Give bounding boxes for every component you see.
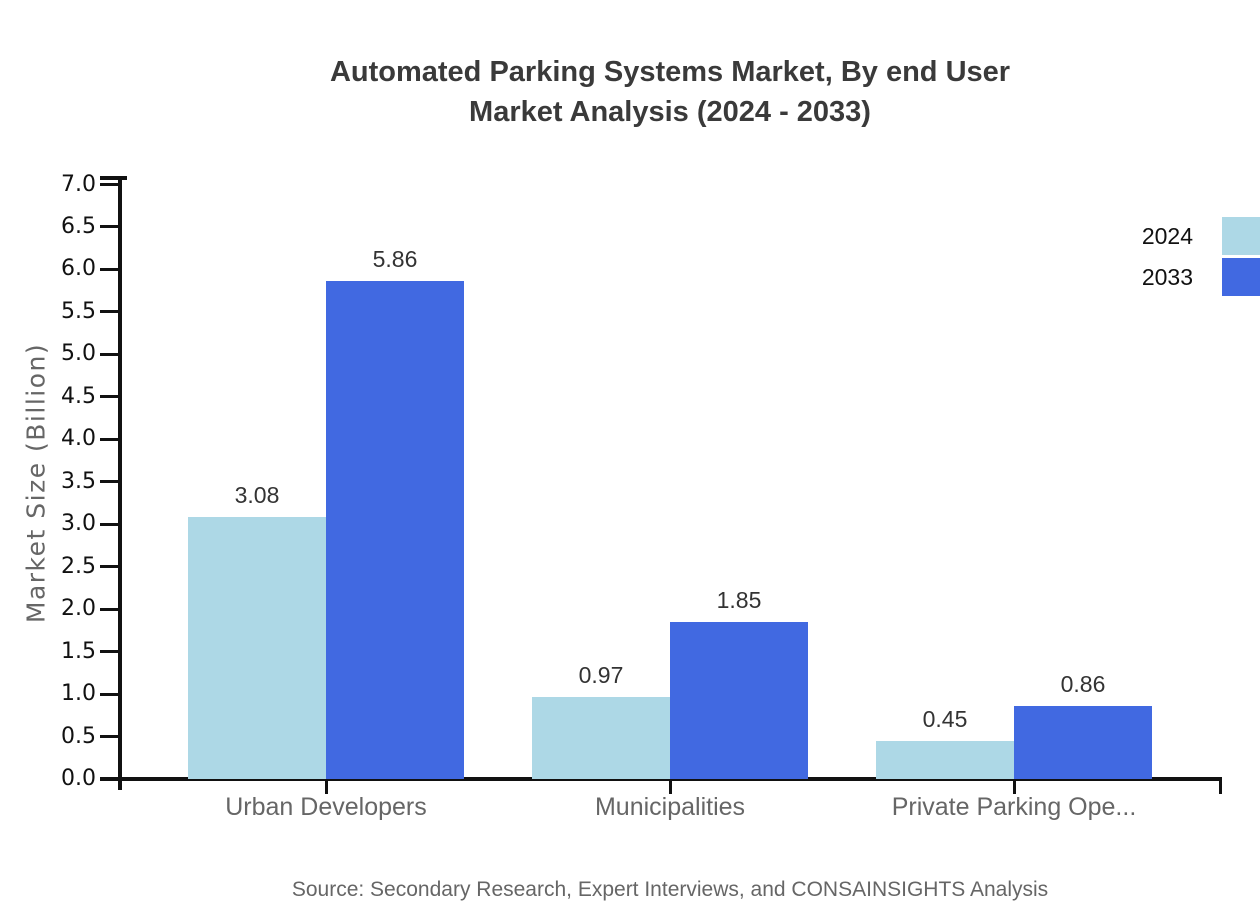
category-label-urban-developers: Urban Developers (225, 793, 427, 821)
x-tick (1012, 781, 1016, 794)
value-label-2033-urban-developers: 5.86 (372, 246, 418, 273)
chart-title: Automated Parking Systems Market, By end… (80, 52, 1260, 132)
y-tick (100, 565, 118, 569)
category-label-municipalities: Municipalities (594, 793, 746, 821)
y-tick-label: 7.0 (61, 171, 96, 197)
legend-swatch-2024 (1222, 217, 1260, 255)
legend-swatch-2033 (1222, 258, 1260, 296)
y-tick (100, 777, 118, 781)
bar-2024-urban-developers[interactable] (188, 517, 326, 779)
y-tick-label: 0.5 (61, 723, 96, 749)
x-axis-line (100, 777, 1222, 781)
y-axis-top-cap (100, 176, 127, 180)
legend-label-2033: 2033 (1141, 263, 1193, 290)
y-tick (100, 395, 118, 399)
value-label-2024-municipalities: 0.97 (578, 661, 624, 688)
y-tick-label: 6.0 (61, 256, 96, 282)
y-tick (100, 650, 118, 654)
y-tick (100, 183, 118, 186)
y-tick-label: 5.0 (61, 341, 96, 367)
y-tick-label: 1.5 (61, 638, 96, 664)
y-tick-label: 3.5 (61, 468, 96, 494)
category-label-private-parking-ope: Private Parking Ope... (891, 793, 1137, 821)
y-tick (100, 692, 118, 696)
y-tick (100, 352, 118, 356)
value-label-2033-private-parking-ope: 0.86 (1060, 670, 1106, 697)
legend-item-2033[interactable]: 2033 (1142, 258, 1260, 296)
value-label-2024-urban-developers: 3.08 (234, 482, 280, 509)
y-tick (100, 437, 118, 441)
x-axis-end-tick (1219, 781, 1222, 794)
y-tick (100, 225, 118, 229)
value-label-2033-municipalities: 1.85 (716, 586, 762, 613)
y-tick (100, 267, 118, 271)
bar-2024-municipalities[interactable] (532, 696, 670, 779)
y-axis-line (118, 176, 122, 790)
y-tick-label: 3.0 (61, 511, 96, 537)
bar-2033-private-parking-ope[interactable] (1014, 705, 1152, 779)
bar-2024-private-parking-ope[interactable] (876, 740, 1014, 779)
bar-2033-urban-developers[interactable] (326, 281, 464, 779)
chart-title-line1: Automated Parking Systems Market, By end… (329, 56, 1011, 88)
y-tick (100, 607, 118, 611)
y-tick-label: 6.5 (61, 213, 96, 239)
chart-legend: 2024 2033 (1142, 217, 1260, 299)
y-tick-label: 2.0 (61, 596, 96, 622)
x-tick (324, 781, 328, 794)
legend-label-2024: 2024 (1141, 222, 1193, 249)
y-tick-label: 4.5 (61, 383, 96, 409)
y-tick-label: 2.5 (61, 553, 96, 579)
value-label-2024-private-parking-ope: 0.45 (922, 705, 968, 732)
source-note: Source: Secondary Research, Expert Inter… (291, 878, 1049, 901)
y-tick-label: 0.0 (61, 766, 96, 791)
x-tick (668, 781, 672, 794)
chart-title-line2: Market Analysis (2024 - 2033) (469, 96, 871, 128)
y-tick (100, 310, 118, 314)
y-tick (100, 480, 118, 484)
bar-2033-municipalities[interactable] (670, 621, 808, 779)
y-tick (100, 735, 118, 739)
y-tick (100, 522, 118, 526)
y-tick-label: 1.0 (61, 681, 96, 707)
y-tick-label: 4.0 (61, 426, 96, 452)
y-tick-label: 5.5 (61, 298, 96, 324)
legend-item-2024[interactable]: 2024 (1142, 217, 1260, 255)
